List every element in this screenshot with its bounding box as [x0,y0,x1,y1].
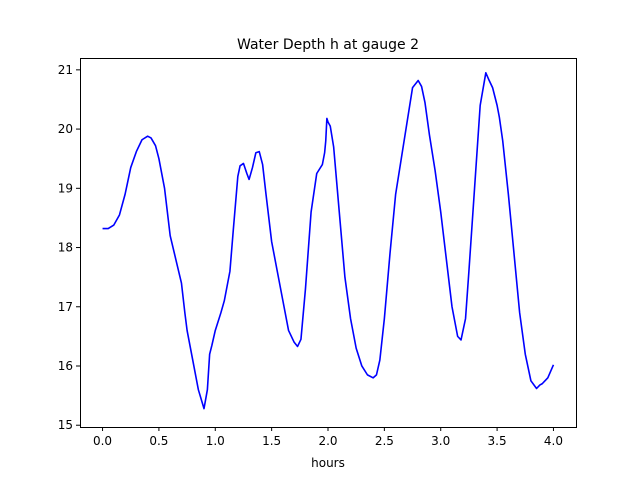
x-tick-label: 2.5 [375,434,394,448]
y-tick-label: 17 [58,300,73,314]
x-tick-label: 4.0 [544,434,563,448]
x-tick-label: 2.0 [318,434,337,448]
x-tick-label: 0.5 [149,434,168,448]
x-tick-label: 3.0 [431,434,450,448]
x-tick-label: 1.5 [262,434,281,448]
y-tick-label: 21 [58,63,73,77]
y-tick-label: 19 [58,181,73,195]
chart-title: Water Depth h at gauge 2 [237,37,419,53]
x-tick-label: 0.0 [93,434,112,448]
plot-area [102,72,555,410]
y-tick-label: 15 [58,418,73,432]
y-tick-label: 20 [58,122,73,136]
axis-ticks: 0.0 0.5 1.0 1.5 2.0 2.5 3.0 3.5 4.0 15 16 17 18 19 20 2… [58,63,563,448]
plot-frame [80,58,577,428]
x-tick-label: 1.0 [206,434,225,448]
y-tick-label: 18 [58,241,73,255]
x-tick-label: 3.5 [488,434,507,448]
y-tick-label: 16 [58,359,73,373]
x-axis-label: hours [311,456,345,470]
series-line-0 [102,72,555,410]
